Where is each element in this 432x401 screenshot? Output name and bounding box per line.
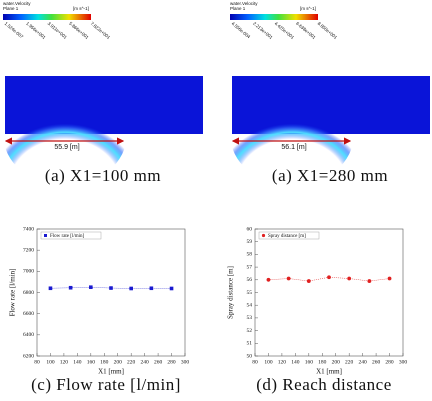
point bbox=[68, 285, 73, 290]
y-axis-label: Flow rate [l/min] bbox=[9, 269, 17, 317]
plane-label: Plane 1 bbox=[230, 6, 246, 11]
point bbox=[129, 286, 133, 291]
legend-title: water.Velocity bbox=[3, 1, 31, 6]
x-tick-label: 140 bbox=[73, 359, 82, 365]
colorbar-tick-label: 8.850e+001 bbox=[317, 21, 339, 41]
colorbar-tick-label: 6.638e+001 bbox=[295, 21, 317, 41]
legend-box bbox=[40, 231, 102, 240]
point bbox=[387, 276, 392, 281]
x-tick-label: 300 bbox=[399, 359, 408, 365]
x-tick-label: 140 bbox=[291, 359, 300, 365]
colorbar-tick-label: 5.866e+001 bbox=[68, 21, 90, 41]
unit-label: [m s^-1] bbox=[300, 6, 316, 11]
legend-label: Flow rate [l/min] bbox=[50, 234, 84, 239]
point bbox=[306, 279, 311, 283]
plane-label: Plane 1 bbox=[3, 6, 19, 11]
colorbar-tick-label: 2.213e+001 bbox=[252, 21, 274, 41]
x-tick-label: 120 bbox=[60, 359, 69, 365]
legend-marker bbox=[261, 233, 266, 238]
y-tick-label: 50 bbox=[247, 353, 253, 359]
colorbar-tick-label: 3.911e+001 bbox=[47, 21, 69, 40]
y-tick-label: 51 bbox=[247, 341, 253, 347]
x-tick-label: 220 bbox=[127, 359, 136, 365]
x-tick-label: 280 bbox=[385, 359, 394, 365]
y-tick-label: 6200 bbox=[23, 353, 34, 359]
colorbar-tick-label: 1.956e+001 bbox=[25, 21, 47, 41]
point bbox=[149, 286, 154, 291]
y-tick-label: 60 bbox=[247, 226, 253, 232]
x-tick-label: 80 bbox=[252, 359, 258, 365]
colorbar-tick-label: 4.556e-004 bbox=[231, 21, 252, 40]
caption: (c) Flow rate [l/min] bbox=[31, 375, 181, 394]
x-tick-label: 300 bbox=[181, 359, 190, 365]
y-tick-label: 7200 bbox=[23, 247, 34, 253]
charts: 6200 6400 6600 6800 7000 7200 7400 80 100 120 140 1… bbox=[9, 226, 408, 394]
y-tick-label: 59 bbox=[247, 239, 253, 245]
x-tick-label: 200 bbox=[114, 359, 123, 365]
y-tick-label: 56 bbox=[247, 277, 253, 283]
point bbox=[48, 286, 53, 291]
colorbar-tick-label: 7.822e+001 bbox=[90, 21, 112, 41]
caption: (d) Reach distance bbox=[256, 375, 392, 394]
legend-box bbox=[258, 231, 320, 240]
y-tick-label: 55 bbox=[247, 290, 253, 296]
x-tick-label: 180 bbox=[100, 359, 109, 365]
point bbox=[89, 285, 93, 290]
colorbar bbox=[230, 14, 318, 20]
point bbox=[109, 286, 113, 290]
distance-label: 55.9 [m] bbox=[54, 144, 79, 151]
caption: (a) X1=100 mm bbox=[45, 166, 161, 185]
colorbar-tick-label: 1.524e-007 bbox=[4, 21, 25, 40]
x-tick-label: 100 bbox=[264, 359, 273, 365]
point bbox=[286, 276, 291, 281]
x-tick-label: 260 bbox=[372, 359, 381, 365]
plume bbox=[3, 82, 127, 186]
point bbox=[347, 276, 352, 281]
x-tick-label: 100 bbox=[46, 359, 55, 365]
distance-label: 56.1 [m] bbox=[281, 144, 306, 151]
colorbar bbox=[3, 14, 91, 20]
y-tick-label: 57 bbox=[247, 264, 253, 270]
plot-area bbox=[254, 228, 404, 357]
x-tick-label: 180 bbox=[318, 359, 327, 365]
point bbox=[169, 286, 174, 291]
colorbar-tick-label: 4.425e+001 bbox=[274, 21, 296, 41]
legend-title: water.Velocity bbox=[230, 1, 258, 6]
y-tick-label: 6400 bbox=[23, 332, 34, 338]
y-tick-label: 6800 bbox=[23, 290, 34, 296]
legend-label: Spray distance [m] bbox=[268, 234, 306, 239]
x-axis-label: X1 [mm] bbox=[316, 368, 342, 376]
unit-label: [m s^-1] bbox=[73, 6, 89, 11]
y-tick-label: 6600 bbox=[23, 311, 34, 317]
plume bbox=[230, 82, 354, 186]
plot-area bbox=[36, 228, 186, 357]
y-axis-label: Spray distance [m] bbox=[227, 266, 235, 319]
y-tick-label: 52 bbox=[247, 328, 253, 334]
y-tick-label: 58 bbox=[247, 252, 253, 258]
y-tick-label: 54 bbox=[247, 302, 253, 308]
point bbox=[327, 275, 331, 280]
legend-marker bbox=[44, 234, 47, 237]
x-tick-label: 240 bbox=[359, 359, 368, 365]
y-tick-label: 7000 bbox=[23, 269, 34, 275]
point bbox=[266, 277, 271, 282]
point bbox=[367, 279, 372, 283]
x-tick-label: 80 bbox=[34, 359, 40, 365]
x-tick-label: 160 bbox=[87, 359, 96, 365]
x-tick-label: 120 bbox=[278, 359, 287, 365]
x-tick-label: 220 bbox=[345, 359, 354, 365]
x-tick-label: 260 bbox=[154, 359, 163, 365]
x-tick-label: 200 bbox=[332, 359, 341, 365]
caption: (a) X1=280 mm bbox=[272, 166, 388, 185]
y-tick-label: 53 bbox=[247, 315, 253, 321]
x-tick-label: 280 bbox=[167, 359, 176, 365]
x-tick-label: 160 bbox=[305, 359, 314, 365]
y-tick-label: 7400 bbox=[23, 226, 34, 232]
x-axis-label: X1 [mm] bbox=[98, 368, 124, 376]
x-tick-label: 240 bbox=[141, 359, 150, 365]
